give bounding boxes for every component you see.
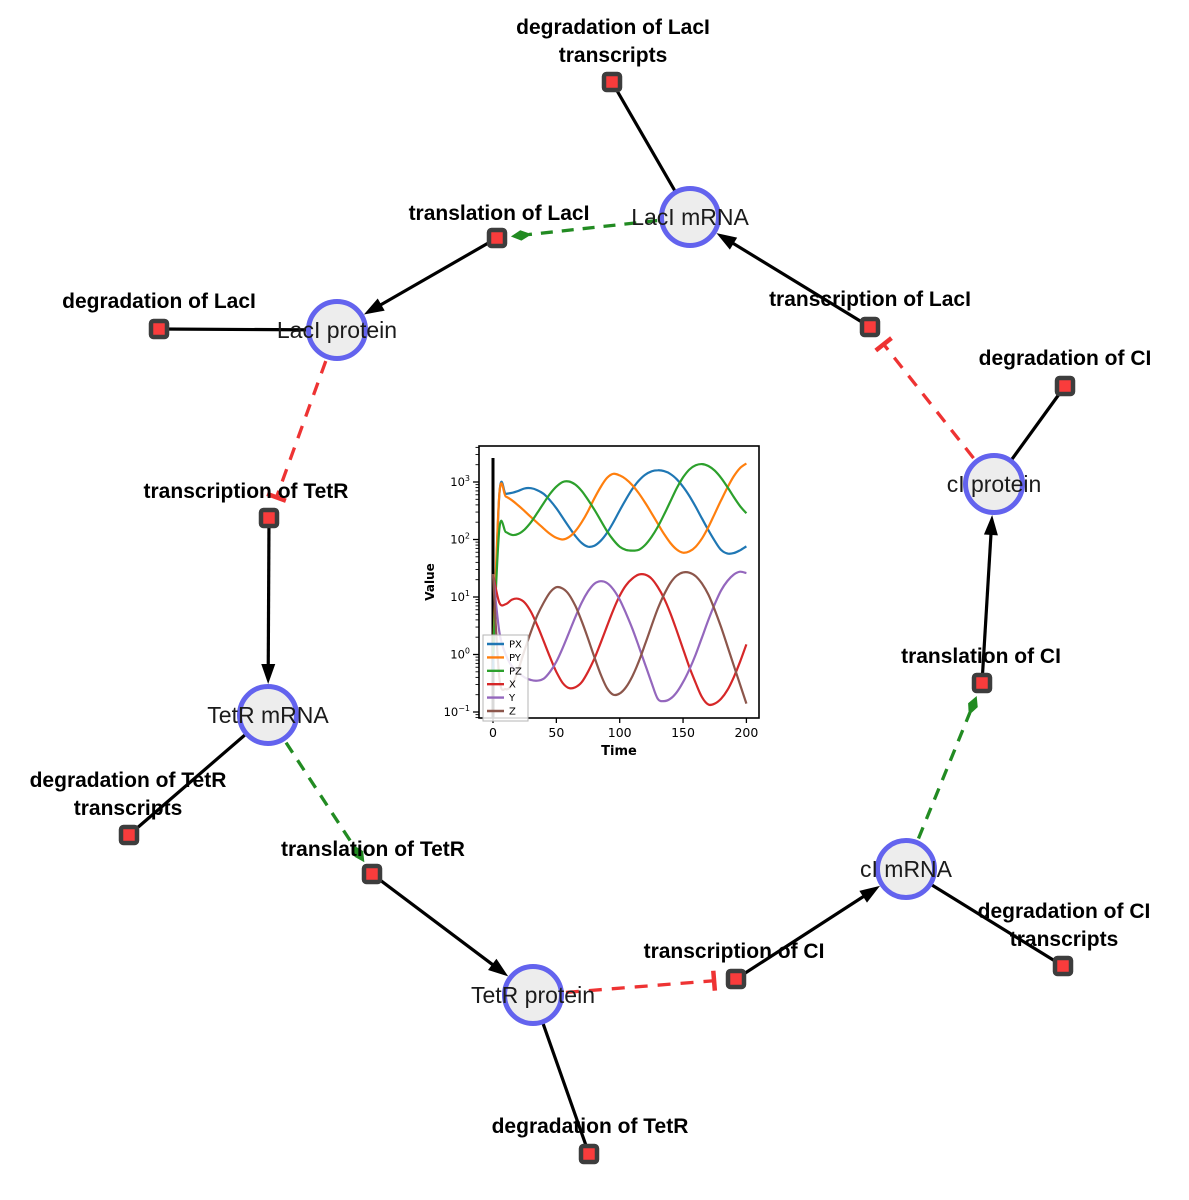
species-node-ci-mrna[interactable] xyxy=(875,838,937,900)
catalysis-arrowhead-icon xyxy=(510,230,532,241)
inhibition-tbar-icon xyxy=(711,970,718,991)
reaction-node-deg-tetr[interactable] xyxy=(578,1143,600,1165)
y-tick-label: 100 xyxy=(450,647,470,662)
plot-series-PY xyxy=(491,462,747,655)
x-tick-label: 0 xyxy=(489,725,497,740)
legend-label-X: X xyxy=(509,680,516,691)
species-nodes-layer xyxy=(237,186,1025,1026)
plot-series-PX xyxy=(491,469,747,672)
edge-production-transl-laci-laci-protein xyxy=(374,236,498,310)
reaction-label-deg-tetr-tx: degradation of TetR xyxy=(30,769,227,792)
edge-catalysis-ci-mrna-transl-ci xyxy=(916,711,972,840)
edge-production-tx-ci-ci-mrna xyxy=(735,891,870,981)
plot-series-PZ xyxy=(491,462,748,655)
reaction-nodes-layer xyxy=(118,71,1076,1165)
species-node-tetr-protein[interactable] xyxy=(502,964,564,1026)
edge-production-tx-tetr-tetr-mrna xyxy=(266,517,271,672)
inhibition-tbar-icon xyxy=(874,336,893,353)
y-tick-label: 102 xyxy=(450,532,470,547)
species-node-tetr-mrna[interactable] xyxy=(237,684,299,746)
y-tick-label: 10−1 xyxy=(444,704,470,719)
reaction-node-tx-ci[interactable] xyxy=(725,968,747,990)
legend-label-Z: Z xyxy=(509,707,516,718)
arrowhead-icon xyxy=(363,298,385,315)
reaction-node-deg-laci[interactable] xyxy=(148,318,170,340)
plot-frame xyxy=(478,445,760,719)
species-label-laci-protein: LacI protein xyxy=(277,317,397,343)
x-tick-label: 150 xyxy=(671,725,695,740)
reaction-label-transl-laci: translation of LacI xyxy=(409,202,590,225)
species-label-ci-protein: cI protein xyxy=(947,471,1042,497)
reaction-node-deg-tetr-tx[interactable] xyxy=(118,824,140,846)
edge-inhibition-tetr-protein-tx-ci xyxy=(565,979,715,995)
reaction-label-deg-laci-tx: transcripts xyxy=(559,44,668,67)
edge-production-tx-laci-laci-mrna xyxy=(726,238,871,329)
reaction-node-deg-laci-tx[interactable] xyxy=(601,71,623,93)
species-label-laci-mrna: LacI mRNA xyxy=(631,204,749,230)
x-axis-label: Time xyxy=(601,744,637,759)
catalysis-arrowhead-icon xyxy=(352,844,365,863)
reaction-label-deg-laci-tx: degradation of LacI xyxy=(516,16,710,39)
plot-series-Y xyxy=(491,570,747,703)
legend-label-Y: Y xyxy=(508,693,516,704)
y-tick-label: 103 xyxy=(450,474,470,489)
reaction-node-deg-ci[interactable] xyxy=(1054,375,1076,397)
species-node-ci-protein[interactable] xyxy=(963,453,1025,515)
edge-inhibition-laci-protein-tx-tetr xyxy=(274,360,328,498)
reaction-node-deg-ci-tx[interactable] xyxy=(1052,955,1074,977)
x-tick-label: 200 xyxy=(734,725,758,740)
species-node-laci-protein[interactable] xyxy=(306,299,368,361)
reaction-label-deg-ci-tx: transcripts xyxy=(1010,928,1119,951)
reaction-node-tx-laci[interactable] xyxy=(859,316,881,338)
inhibition-tbar-icon xyxy=(266,491,287,503)
reaction-node-transl-tetr[interactable] xyxy=(361,863,383,885)
reaction-node-transl-ci[interactable] xyxy=(971,672,993,694)
reaction-label-deg-laci: degradation of LacI xyxy=(62,290,256,313)
edge-production-transl-ci-ci-protein xyxy=(980,527,993,684)
arrowhead-icon xyxy=(488,958,509,977)
arrowhead-icon xyxy=(716,233,738,250)
y-tick-label: 101 xyxy=(450,589,470,604)
reaction-label-deg-ci: degradation of CI xyxy=(979,347,1152,370)
legend-box xyxy=(482,634,529,722)
reaction-label-tx-ci: transcription of CI xyxy=(644,940,825,963)
x-tick-label: 100 xyxy=(608,725,632,740)
species-node-laci-mrna[interactable] xyxy=(659,186,721,248)
edge-catalysis-laci-mrna-transl-laci xyxy=(528,218,658,237)
arrowhead-icon xyxy=(859,885,880,903)
species-label-ci-mrna: cI mRNA xyxy=(860,856,953,882)
legend-label-PX: PX xyxy=(509,640,522,651)
labels-layer: LacI mRNA LacI protein TetR mRNA TetR prote… xyxy=(30,16,1152,1138)
legend-label-PZ: PZ xyxy=(509,666,522,677)
reaction-node-transl-laci[interactable] xyxy=(486,227,508,249)
edge-production-transl-tetr-tetr-protein xyxy=(371,872,499,970)
reaction-label-deg-tetr: degradation of TetR xyxy=(492,1115,689,1138)
plot-series-Z xyxy=(491,570,748,704)
plot-legend: PX PY PZ XYZ xyxy=(482,634,529,722)
reaction-label-transl-tetr: translation of TetR xyxy=(281,838,465,861)
reaction-label-deg-ci-tx: degradation of CI xyxy=(978,900,1151,923)
legend-label-PY: PY xyxy=(509,653,522,664)
catalysis-arrowhead-icon xyxy=(968,695,978,716)
edge-catalysis-tetr-mrna-transl-tetr xyxy=(284,741,356,849)
reaction-label-tx-tetr: transcription of TetR xyxy=(144,480,349,503)
arrowhead-icon xyxy=(983,514,998,536)
reaction-label-tx-laci: transcription of LacI xyxy=(769,288,971,311)
species-label-tetr-mrna: TetR mRNA xyxy=(207,702,329,728)
plot-series-layer xyxy=(491,462,748,707)
reaction-node-tx-tetr[interactable] xyxy=(258,507,280,529)
arrowhead-icon xyxy=(261,663,276,685)
edge-inhibition-ci-protein-tx-laci xyxy=(882,343,975,460)
y-axis-label: Value xyxy=(423,563,437,601)
plot-axes: 10−1 100 101 102 103 0 50 100 150 200 Time Value xyxy=(423,446,758,759)
reaction-label-deg-tetr-tx: transcripts xyxy=(74,797,183,820)
x-tick-label: 50 xyxy=(548,725,564,740)
reaction-label-transl-ci: translation of CI xyxy=(901,645,1061,668)
species-label-tetr-protein: TetR protein xyxy=(471,982,595,1008)
